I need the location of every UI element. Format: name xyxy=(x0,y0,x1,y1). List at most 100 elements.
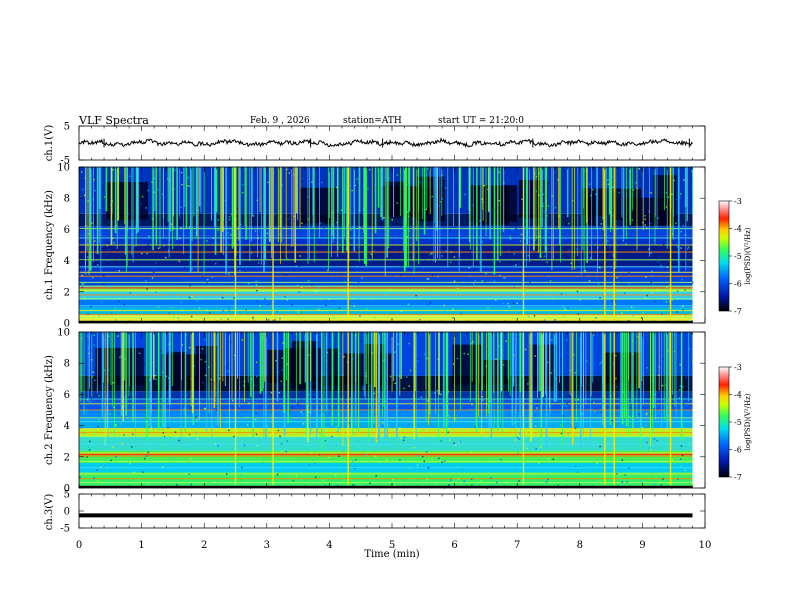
ch1-colorbar-gradient xyxy=(718,200,730,312)
noise-speckle xyxy=(231,447,233,450)
noise-speckle xyxy=(553,171,556,173)
colorbar-tick-label: -3 xyxy=(734,197,742,206)
noise-speckle xyxy=(344,397,347,400)
noise-speckle xyxy=(502,277,505,279)
noise-speckle xyxy=(645,297,647,299)
noise-speckle xyxy=(290,292,293,295)
noise-speckle xyxy=(364,402,366,405)
noise-speckle xyxy=(105,468,108,471)
noise-speckle xyxy=(245,416,248,419)
noise-speckle xyxy=(297,403,299,406)
noise-speckle xyxy=(546,180,548,182)
noise-speckle xyxy=(301,222,303,224)
noise-speckle xyxy=(617,173,620,175)
noise-speckle xyxy=(647,234,649,236)
noise-speckle xyxy=(591,401,594,403)
noise-speckle xyxy=(609,246,612,248)
noise-speckle xyxy=(256,289,258,292)
noise-speckle xyxy=(83,297,86,299)
noise-speckle xyxy=(324,280,327,282)
noise-speckle xyxy=(641,312,644,314)
noise-speckle xyxy=(157,247,160,250)
noise-speckle xyxy=(680,458,682,460)
noise-speckle xyxy=(172,457,175,459)
noise-speckle xyxy=(661,384,664,387)
noise-speckle xyxy=(96,264,99,266)
noise-speckle xyxy=(375,474,377,477)
noise-speckle xyxy=(183,266,186,269)
noise-speckle xyxy=(588,183,591,186)
noise-speckle xyxy=(282,342,284,344)
noise-speckle xyxy=(348,472,351,475)
noise-speckle xyxy=(201,347,204,350)
ch3-voltage-axis-label: ch.3(V) xyxy=(44,494,55,531)
noise-speckle xyxy=(228,307,230,309)
noise-speckle xyxy=(155,291,157,294)
noise-speckle xyxy=(80,426,83,429)
noise-speckle xyxy=(621,459,624,461)
noise-speckle xyxy=(111,237,114,240)
noise-speckle xyxy=(307,334,310,336)
noise-speckle xyxy=(379,441,382,443)
noise-speckle xyxy=(325,304,327,307)
noise-speckle xyxy=(598,266,600,268)
noise-speckle xyxy=(352,484,354,486)
noise-speckle xyxy=(406,235,409,238)
noise-speckle xyxy=(396,174,399,176)
noise-speckle xyxy=(353,305,356,307)
noise-speckle xyxy=(452,308,454,311)
noise-speckle xyxy=(317,287,320,290)
noise-speckle xyxy=(282,243,284,245)
ch1-colorbar: log(PSD)(V²/Hz) -3 -4 -5 -6 -7 xyxy=(718,197,752,316)
noise-speckle xyxy=(469,251,471,253)
noise-speckle xyxy=(108,448,110,451)
noise-speckle xyxy=(206,207,209,210)
noise-speckle xyxy=(456,357,459,360)
noise-speckle xyxy=(228,273,230,275)
noise-speckle xyxy=(623,292,626,294)
noise-speckle xyxy=(168,436,171,438)
noise-speckle xyxy=(246,277,248,279)
noise-speckle xyxy=(300,286,303,288)
noise-speckle xyxy=(245,457,248,459)
noise-speckle xyxy=(139,393,141,395)
spectral-band xyxy=(79,391,693,401)
noise-speckle xyxy=(650,222,652,225)
noise-speckle xyxy=(190,315,193,318)
noise-speckle xyxy=(500,450,503,452)
noise-speckle xyxy=(417,360,419,362)
noise-speckle xyxy=(148,430,150,432)
noise-speckle xyxy=(680,230,682,233)
noise-speckle xyxy=(252,215,255,217)
noise-speckle xyxy=(684,289,686,291)
noise-speckle xyxy=(450,251,453,253)
noise-speckle xyxy=(685,376,687,378)
noise-speckle xyxy=(546,285,548,287)
noise-speckle xyxy=(188,346,191,349)
noise-speckle xyxy=(644,218,646,221)
noise-speckle xyxy=(298,291,300,293)
noise-speckle xyxy=(624,427,627,429)
y-tick-label: 10 xyxy=(57,328,70,339)
noise-speckle xyxy=(596,221,598,223)
noise-speckle xyxy=(639,387,641,390)
noise-speckle xyxy=(109,235,112,238)
noise-speckle xyxy=(154,466,156,468)
noise-speckle xyxy=(217,229,219,231)
noise-speckle xyxy=(286,440,289,442)
noise-speckle xyxy=(89,440,91,443)
noise-speckle xyxy=(679,306,682,309)
noise-speckle xyxy=(153,271,155,273)
noise-speckle xyxy=(562,316,565,318)
noise-speckle xyxy=(274,181,277,184)
noise-speckle xyxy=(689,260,692,263)
noise-speckle xyxy=(672,394,675,396)
noise-speckle xyxy=(500,458,502,461)
noise-speckle xyxy=(403,436,406,438)
noise-speckle xyxy=(249,242,252,245)
noise-speckle xyxy=(676,424,679,426)
noise-speckle xyxy=(262,461,265,464)
ch1-spectrogram-panel: 0 2 4 6 8 10 xyxy=(57,163,706,330)
noise-speckle xyxy=(678,382,681,385)
noise-speckle xyxy=(615,354,617,357)
